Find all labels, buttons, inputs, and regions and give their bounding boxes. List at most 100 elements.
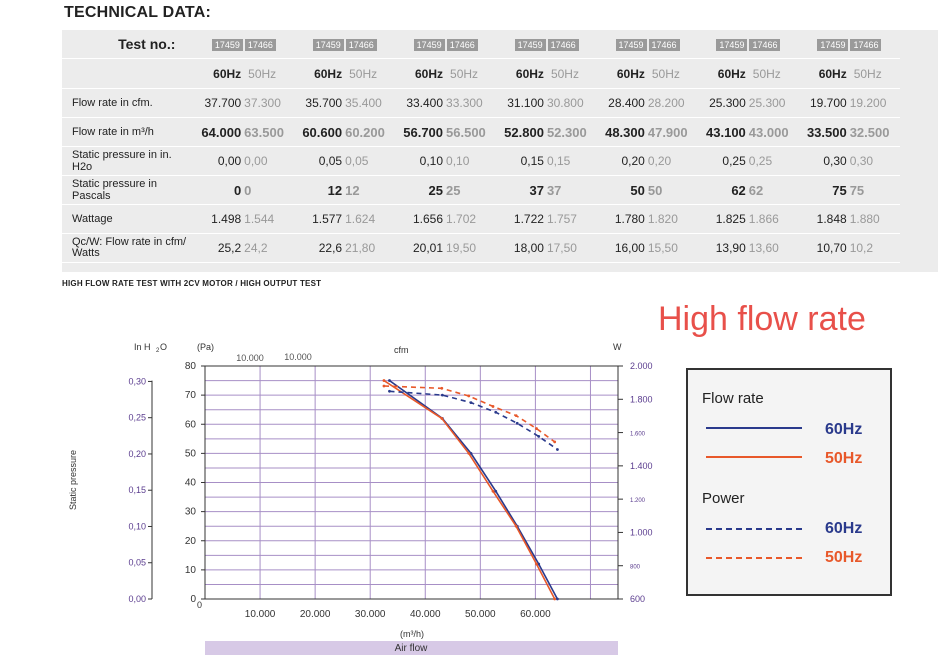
row-label: Flow rate in m³/h xyxy=(62,117,194,147)
value-60hz: 0,00 xyxy=(193,146,245,176)
value-50hz: 0,05 xyxy=(345,146,396,176)
test-number-cell: 17459 17466 xyxy=(597,30,698,59)
value-50hz: 1.866 xyxy=(748,204,799,234)
value-60hz: 60.600 xyxy=(294,117,346,147)
pa-tick-label: 50 xyxy=(185,448,197,459)
cfm-tick-label: 10.000 xyxy=(284,352,312,362)
data-point xyxy=(440,386,444,390)
pa-tick-label: 80 xyxy=(185,361,197,372)
x-tick-label: 10.000 xyxy=(245,609,276,620)
chart-big-title: High flow rate xyxy=(658,300,866,338)
cfm-tick-label: 10.000 xyxy=(236,353,264,363)
value-50hz: 43.000 xyxy=(748,117,799,147)
data-point xyxy=(440,393,444,397)
x-tick-label: 20.000 xyxy=(300,609,331,620)
legend-power-50-label: 50Hz xyxy=(825,549,863,566)
data-point xyxy=(440,417,444,420)
value-60hz: 0,10 xyxy=(395,146,447,176)
value-50hz: 1.820 xyxy=(647,204,698,234)
freq-60hz: 60Hz xyxy=(395,58,447,89)
test-number: 17466 xyxy=(648,39,680,51)
inh2o-tick-label: 0,25 xyxy=(128,413,146,423)
air-flow-bar xyxy=(205,641,618,655)
data-point xyxy=(491,489,495,493)
inh2o-unit-label: In H xyxy=(134,342,151,352)
chart-legend: Flow rate 60Hz 50Hz Power 60Hz 50Hz xyxy=(686,368,892,596)
data-point xyxy=(382,379,386,382)
table-row: Flow rate in cfm. 37.700 37.300 35.700 35.40… xyxy=(62,88,900,118)
test-number-row: Test no.: 17459 17466 17459 17466 17459 17466 1… xyxy=(62,30,900,59)
data-point xyxy=(535,562,538,566)
legend-flow-50-line xyxy=(706,456,802,458)
data-point xyxy=(469,401,473,405)
x-tick-label: 40.000 xyxy=(410,609,441,620)
value-60hz: 35.700 xyxy=(294,88,346,118)
data-point xyxy=(467,394,471,398)
test-number: 17459 xyxy=(615,39,647,51)
freq-50hz: 50Hz xyxy=(748,58,799,89)
data-point xyxy=(515,421,519,425)
freq-50hz: 50Hz xyxy=(446,58,497,89)
table-row: Static pressure in Pascals 0 0 12 12 25 25 37 37… xyxy=(62,175,900,205)
test-number: 17466 xyxy=(547,39,579,51)
value-50hz: 63.500 xyxy=(244,117,295,147)
test-number-cell: 17459 17466 xyxy=(193,30,295,59)
test-number-cell: 17459 17466 xyxy=(798,30,900,59)
freq-50hz: 50Hz xyxy=(345,58,396,89)
value-50hz: 52.300 xyxy=(546,117,598,147)
value-50hz: 0,30 xyxy=(849,146,900,176)
data-point xyxy=(469,451,473,455)
freq-60hz: 60Hz xyxy=(193,58,245,89)
value-50hz: 19,50 xyxy=(446,233,497,263)
watt-tick-label: 1.400 xyxy=(630,461,653,471)
value-60hz: 28.400 xyxy=(597,88,648,118)
inh2o-unit-o: O xyxy=(160,342,167,352)
value-60hz: 1.780 xyxy=(597,204,648,234)
value-50hz: 1.757 xyxy=(546,204,598,234)
test-number: 17466 xyxy=(244,39,276,51)
value-50hz: 30.800 xyxy=(546,88,598,118)
value-60hz: 10,70 xyxy=(798,233,850,263)
value-60hz: 0,20 xyxy=(597,146,648,176)
freq-60hz: 60Hz xyxy=(597,58,648,89)
value-50hz: 15,50 xyxy=(647,233,698,263)
row-label: Flow rate in cfm. xyxy=(62,88,194,118)
freq-60hz: 60Hz xyxy=(798,58,850,89)
x-tick-label: 50.000 xyxy=(465,609,496,620)
test-number: 17466 xyxy=(345,39,377,51)
value-50hz: 24,2 xyxy=(244,233,295,263)
value-60hz: 0,30 xyxy=(798,146,850,176)
value-60hz: 33.500 xyxy=(798,117,850,147)
test-number: 17459 xyxy=(413,39,445,51)
value-50hz: 17,50 xyxy=(546,233,598,263)
value-60hz: 48.300 xyxy=(597,117,648,147)
value-60hz: 64.000 xyxy=(193,117,245,147)
value-50hz: 50 xyxy=(647,175,698,205)
freq-50hz: 50Hz xyxy=(546,58,598,89)
value-50hz: 0,10 xyxy=(446,146,497,176)
row-label: Static pressure in in. H2o xyxy=(62,146,194,176)
test-subtitle: HIGH FLOW RATE TEST WITH 2CV MOTOR / HIG… xyxy=(62,279,322,288)
value-60hz: 12 xyxy=(294,175,346,205)
frequency-label xyxy=(62,58,194,89)
freq-50hz: 50Hz xyxy=(647,58,698,89)
value-50hz: 56.500 xyxy=(446,117,497,147)
value-60hz: 25,2 xyxy=(193,233,245,263)
value-60hz: 56.700 xyxy=(395,117,447,147)
value-60hz: 1.825 xyxy=(698,204,749,234)
value-60hz: 37 xyxy=(496,175,547,205)
watt-tick-label: 1.600 xyxy=(630,432,646,438)
test-number-cell: 17459 17466 xyxy=(395,30,497,59)
x-axis-label: Air flow xyxy=(395,643,429,654)
value-50hz: 12 xyxy=(345,175,396,205)
value-60hz: 0,05 xyxy=(294,146,346,176)
data-point xyxy=(556,597,559,601)
inh2o-tick-label: 0,10 xyxy=(128,521,146,531)
freq-60hz: 60Hz xyxy=(698,58,749,89)
data-point xyxy=(467,451,471,455)
watt-tick-label: 1.000 xyxy=(630,527,653,537)
inh2o-tick-label: 0,30 xyxy=(128,376,146,386)
watt-tick-label: 1.200 xyxy=(630,498,646,504)
legend-power-50-line xyxy=(706,557,802,559)
value-60hz: 31.100 xyxy=(496,88,547,118)
